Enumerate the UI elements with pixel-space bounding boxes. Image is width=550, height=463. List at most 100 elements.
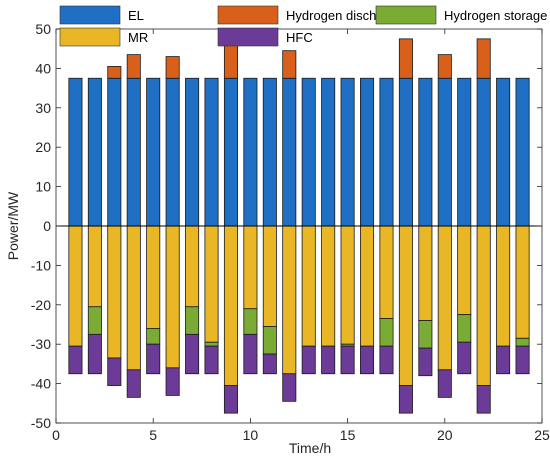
bar-segment	[340, 77, 355, 227]
bar-segment	[282, 373, 297, 402]
y-tick-label: 40	[35, 60, 51, 76]
bar-segment	[437, 225, 452, 371]
y-tick-label: -30	[31, 336, 51, 352]
bar-segment	[107, 225, 122, 359]
legend-swatch	[217, 27, 279, 47]
bar-segment	[340, 345, 355, 375]
bar-segment	[437, 77, 452, 227]
bar-segment	[476, 77, 491, 227]
bar-segment	[165, 56, 180, 79]
legend-swatch	[59, 5, 121, 25]
y-tick-label: -40	[31, 376, 51, 392]
bar-segment	[282, 77, 297, 227]
bar-segment	[204, 77, 219, 227]
bar-segment	[301, 77, 316, 227]
y-tick-label: -50	[31, 415, 51, 431]
x-tick-label: 10	[243, 427, 259, 443]
y-tick-label: 10	[35, 179, 51, 195]
bar-segment	[243, 333, 258, 375]
bar-segment	[476, 38, 491, 79]
bar-segment	[379, 77, 394, 227]
bar-segment	[185, 225, 200, 308]
bar-segment	[360, 225, 375, 347]
legend-label: MR	[128, 30, 148, 45]
y-tick-label: -10	[31, 257, 51, 273]
bar-segment	[437, 369, 452, 398]
bar-segment	[165, 225, 180, 369]
bar-segment	[398, 77, 413, 227]
bar-segment	[223, 225, 238, 386]
bar-segment	[223, 77, 238, 227]
legend-label: Hydrogen storage	[444, 8, 547, 23]
bar-segment	[418, 320, 433, 349]
bar-segment	[379, 225, 394, 319]
bar-segment	[515, 337, 530, 347]
bar-segment	[515, 225, 530, 339]
bar-segment	[398, 385, 413, 414]
bar-segment	[204, 345, 219, 375]
bar-segment	[360, 77, 375, 227]
x-tick-label: 15	[340, 427, 356, 443]
bar-segment	[457, 341, 472, 375]
bar-segment	[68, 345, 83, 375]
y-tick-label: 20	[35, 139, 51, 155]
bar-segment	[515, 77, 530, 227]
bar-segment	[457, 314, 472, 343]
x-tick-label: 20	[437, 427, 453, 443]
bar-segment	[418, 347, 433, 377]
bar-segment	[379, 318, 394, 347]
bar-segment	[126, 77, 141, 227]
bar-segment	[262, 353, 277, 375]
y-tick-label: 30	[35, 100, 51, 116]
bar-segment	[185, 333, 200, 375]
bar-segment	[379, 345, 394, 375]
x-tick-label: 5	[149, 427, 157, 443]
legend-label: Hydrogen discharge	[286, 8, 402, 23]
bar-segment	[282, 50, 297, 79]
bar-segment	[321, 345, 336, 375]
bar-segment	[146, 343, 161, 375]
bar-segment	[87, 225, 102, 308]
bar-segment	[496, 77, 511, 227]
bar-segment	[437, 54, 452, 79]
bar-segment	[126, 369, 141, 398]
bar-segment	[126, 225, 141, 371]
bar-segment	[243, 308, 258, 335]
legend-label: EL	[128, 8, 144, 23]
axes-group: -50 -40 -30 -20 -10 0 10 20 30 40 50 0 5 10 15 20 25	[31, 21, 550, 443]
bar-segment	[87, 306, 102, 335]
bar-segment	[457, 77, 472, 227]
bar-segment	[262, 225, 277, 327]
bar-segment	[68, 225, 83, 347]
legend-swatch	[59, 27, 121, 47]
bar-segment	[107, 357, 122, 386]
y-tick-label: 50	[35, 21, 51, 37]
legend-swatch	[217, 5, 279, 25]
x-axis-label: Time/h	[289, 440, 331, 456]
bar-segment	[282, 225, 297, 375]
x-tick-label: 25	[534, 427, 550, 443]
bar-segment	[496, 225, 511, 347]
bar-segment	[321, 77, 336, 227]
bar-segment	[262, 77, 277, 227]
bar-segment	[185, 77, 200, 227]
bar-segment	[87, 77, 102, 227]
bar-segment	[107, 77, 122, 227]
bar-segment	[68, 77, 83, 227]
bar-segment	[146, 225, 161, 329]
bar-segment	[165, 77, 180, 227]
bar-segment	[204, 341, 219, 347]
bar-segment	[340, 225, 355, 345]
bar-segment	[107, 66, 122, 79]
y-tick-label: -20	[31, 297, 51, 313]
bar-segment	[418, 77, 433, 227]
bar-segment	[321, 225, 336, 347]
legend: EL Hydrogen discharge Hydrogen storage MR HF…	[59, 5, 547, 47]
bar-segment	[243, 77, 258, 227]
x-tick-label: 0	[52, 427, 60, 443]
bar-segment	[301, 345, 316, 375]
bar-segment	[262, 326, 277, 355]
bar-segment	[476, 385, 491, 414]
bar-segment	[87, 333, 102, 375]
